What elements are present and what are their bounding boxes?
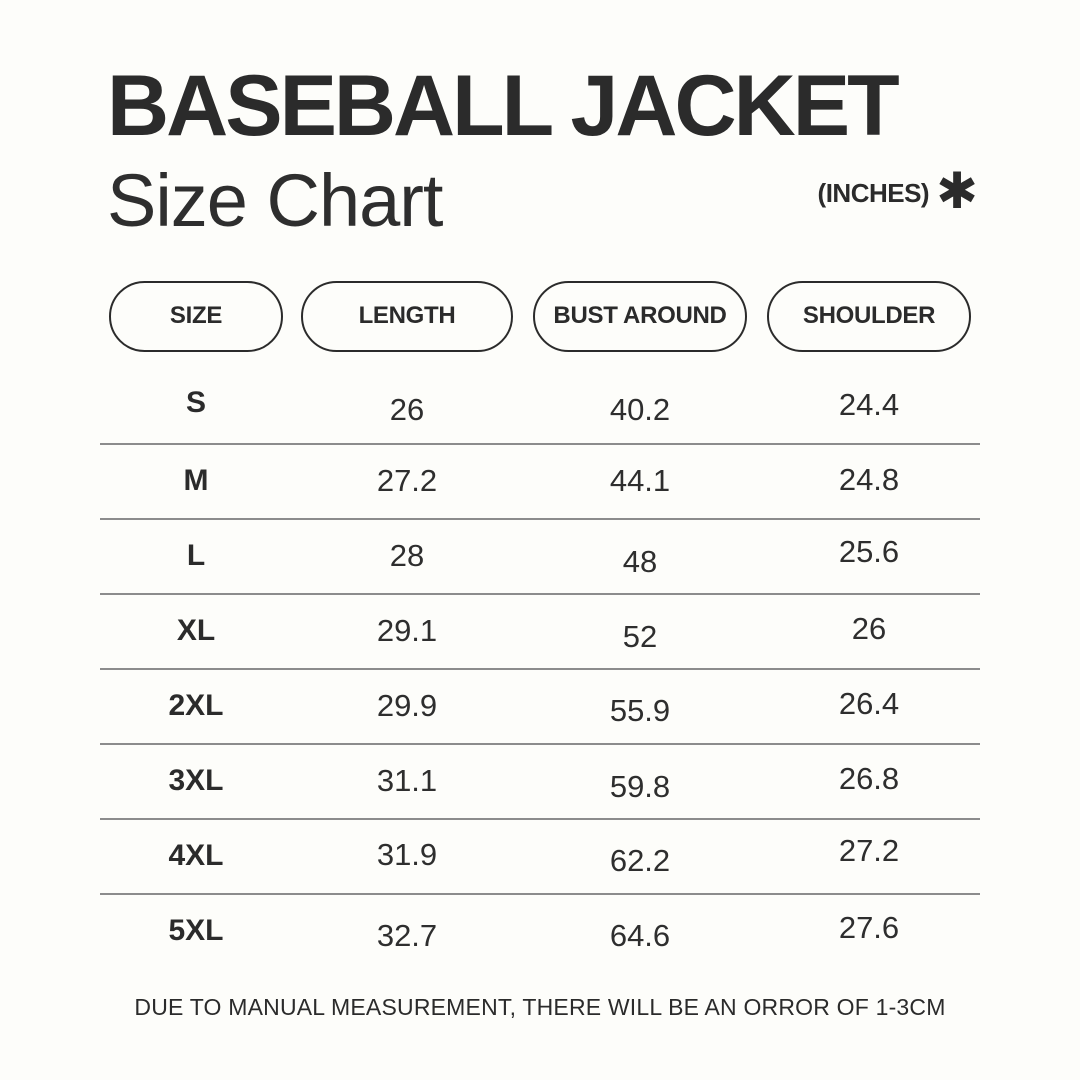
bust-cell: 64.6 [609, 918, 671, 954]
column-header-pill-size: SIZE [109, 280, 283, 352]
length-cell: 31.1 [376, 763, 438, 799]
size-cell: XL [176, 614, 216, 648]
table-row-s: S 26 40.2 24.4 [100, 368, 980, 443]
table-row-xl: XL 29.1 52 26 [100, 592, 980, 668]
bust-cell: 59.8 [609, 769, 671, 805]
size-cell: 3XL [168, 764, 224, 798]
size-cell: 4XL [168, 839, 224, 873]
length-cell: 28 [389, 538, 425, 574]
shoulder-cell: 26.8 [838, 761, 900, 797]
measurement-disclaimer: DUE TO MANUAL MEASUREMENT, THERE WILL BE… [134, 993, 946, 1020]
bust-cell: 52 [622, 619, 658, 655]
column-header-slot: LENGTH [292, 280, 522, 352]
shoulder-cell: 26.4 [838, 686, 900, 722]
column-header-pill-shoulder: SHOULDER [767, 280, 971, 352]
column-header-slot: SIZE [100, 280, 292, 352]
units-label: (INCHES) [817, 177, 930, 208]
column-header-slot: BUST AROUND [522, 280, 758, 352]
table-row-4xl: 4XL 31.9 62.2 27.2 [100, 817, 980, 893]
shoulder-cell: 27.6 [838, 910, 900, 946]
page-title: BASEBALL JACKET [107, 58, 900, 154]
size-cell: 2XL [168, 689, 224, 723]
table-row-5xl: 5XL 32.7 64.6 27.6 [100, 892, 980, 968]
bust-cell: 44.1 [609, 463, 671, 499]
table-row-l: L 28 48 25.6 [100, 517, 980, 593]
length-cell: 27.2 [376, 463, 438, 499]
column-header-row: SIZE LENGTH BUST AROUND SHOULDER [100, 280, 980, 352]
bust-cell: 48 [622, 544, 658, 580]
column-header-pill-bust-around: BUST AROUND [533, 280, 747, 352]
length-cell: 29.9 [376, 688, 438, 724]
size-table: S 26 40.2 24.4 M 27.2 44.1 24.8 L 28 48 … [100, 368, 1080, 968]
length-cell: 31.9 [376, 837, 438, 873]
size-cell: S [185, 386, 206, 420]
units-indicator: (INCHES) ✱ [817, 162, 978, 220]
size-cell: L [186, 539, 206, 573]
length-cell: 29.1 [376, 613, 438, 649]
table-row-3xl: 3XL 31.1 59.8 26.8 [100, 742, 980, 818]
shoulder-cell: 25.6 [838, 534, 900, 570]
shoulder-cell: 27.2 [838, 833, 900, 869]
shoulder-cell: 24.4 [838, 387, 900, 423]
bust-cell: 62.2 [609, 843, 671, 879]
column-header-pill-length: LENGTH [301, 280, 513, 352]
table-row-m: M 27.2 44.1 24.8 [100, 442, 980, 518]
length-cell: 26 [389, 392, 425, 428]
size-cell: M [183, 464, 209, 498]
bust-cell: 55.9 [609, 693, 671, 729]
shoulder-cell: 24.8 [838, 462, 900, 498]
length-cell: 32.7 [376, 918, 438, 954]
bust-cell: 40.2 [609, 392, 671, 428]
table-row-2xl: 2XL 29.9 55.9 26.4 [100, 667, 980, 743]
size-cell: 5XL [168, 914, 224, 948]
column-header-slot: SHOULDER [758, 280, 980, 352]
header: BASEBALL JACKET Size Chart (INCHES) ✱ [0, 0, 1080, 243]
shoulder-cell: 26 [851, 611, 887, 647]
asterisk-icon: ✱ [936, 162, 978, 220]
page-subtitle: Size Chart [107, 158, 443, 242]
